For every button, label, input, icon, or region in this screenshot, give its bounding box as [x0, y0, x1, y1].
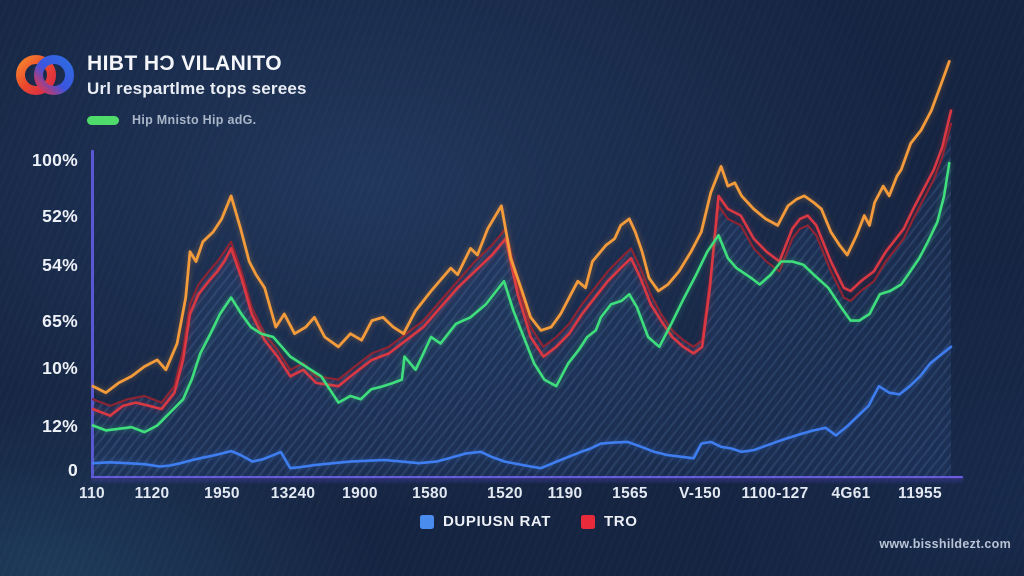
x-tick-label: 1565	[612, 485, 648, 502]
legend-swatch	[581, 514, 595, 529]
x-tick-label: V-150	[678, 485, 722, 502]
x-tick-label: 1190	[547, 485, 583, 502]
chart-legend: DUPIUSN RAT TRO	[420, 513, 637, 530]
x-tick-label: 1580	[412, 485, 448, 502]
legend-label: TRO	[604, 513, 638, 530]
x-tick-label: 1950	[204, 485, 240, 502]
website-url: www.bisshildezt.com	[879, 537, 1011, 551]
x-tick-label: 110	[79, 485, 105, 502]
x-tick-label: 11955	[898, 485, 942, 502]
x-tick-label: 1120	[134, 485, 170, 502]
legend-item-tro[interactable]: TRO	[581, 513, 637, 530]
x-tick-label: 4G61	[831, 485, 871, 502]
x-tick-label: 1900	[342, 485, 378, 502]
x-tick-label: 1520	[487, 485, 523, 502]
x-tick-label: 13240	[270, 485, 316, 502]
chart-canvas	[91, 59, 953, 479]
x-tick-label: 1100-127	[741, 485, 809, 502]
legend-swatch	[420, 514, 434, 529]
legend-item-dupiusn-rat[interactable]: DUPIUSN RAT	[420, 513, 551, 530]
legend-label: DUPIUSN RAT	[443, 513, 551, 530]
